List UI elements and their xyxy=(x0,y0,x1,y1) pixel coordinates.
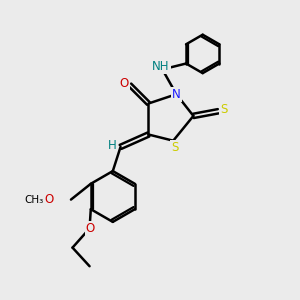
Text: NH: NH xyxy=(152,60,169,73)
Text: O: O xyxy=(45,193,54,206)
Text: S: S xyxy=(171,141,178,154)
Text: N: N xyxy=(172,88,181,101)
Text: O: O xyxy=(120,77,129,90)
Text: S: S xyxy=(220,103,227,116)
Text: O: O xyxy=(86,222,95,235)
Text: H: H xyxy=(107,139,116,152)
Text: CH₃: CH₃ xyxy=(24,195,44,205)
